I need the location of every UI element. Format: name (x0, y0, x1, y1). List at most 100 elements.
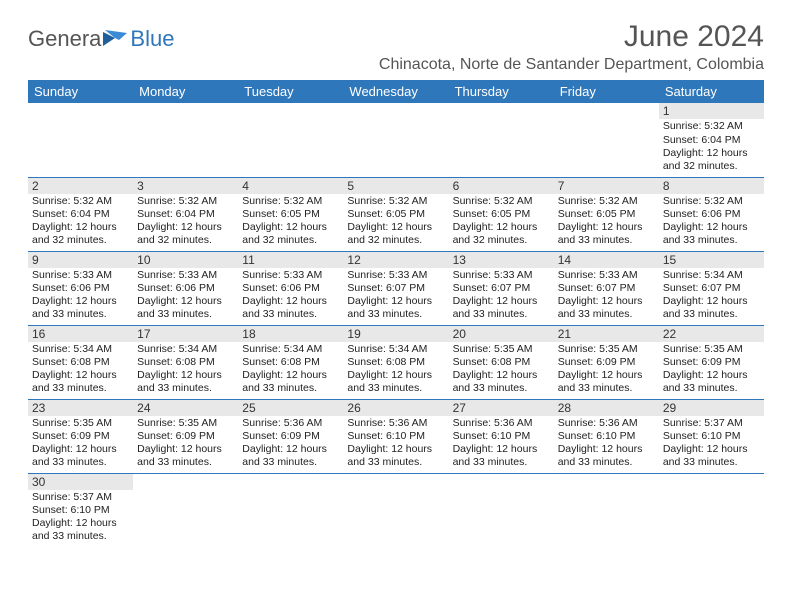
sunrise-line: Sunrise: 5:33 AM (347, 269, 444, 282)
calendar-day-cell: 18Sunrise: 5:34 AMSunset: 6:08 PMDayligh… (238, 325, 343, 399)
calendar-week-row: 23Sunrise: 5:35 AMSunset: 6:09 PMDayligh… (28, 399, 764, 473)
calendar-day-cell: 13Sunrise: 5:33 AMSunset: 6:07 PMDayligh… (449, 251, 554, 325)
calendar-day-cell: 1Sunrise: 5:32 AMSunset: 6:04 PMDaylight… (659, 103, 764, 177)
sunrise-line: Sunrise: 5:35 AM (32, 417, 129, 430)
day-details: Sunrise: 5:35 AMSunset: 6:09 PMDaylight:… (659, 342, 764, 398)
column-header: Saturday (659, 80, 764, 103)
day-number: 24 (133, 400, 238, 416)
day-details: Sunrise: 5:33 AMSunset: 6:06 PMDaylight:… (133, 268, 238, 324)
day-details: Sunrise: 5:33 AMSunset: 6:07 PMDaylight:… (449, 268, 554, 324)
daylight-line: Daylight: 12 hours and 32 minutes. (347, 221, 444, 247)
sunset-line: Sunset: 6:07 PM (453, 282, 550, 295)
sunset-line: Sunset: 6:07 PM (347, 282, 444, 295)
sunrise-line: Sunrise: 5:32 AM (32, 195, 129, 208)
calendar-day-cell: 26Sunrise: 5:36 AMSunset: 6:10 PMDayligh… (343, 399, 448, 473)
calendar-day-cell: 8Sunrise: 5:32 AMSunset: 6:06 PMDaylight… (659, 177, 764, 251)
daylight-line: Daylight: 12 hours and 33 minutes. (663, 295, 760, 321)
sunrise-line: Sunrise: 5:35 AM (558, 343, 655, 356)
sunset-line: Sunset: 6:07 PM (663, 282, 760, 295)
daylight-line: Daylight: 12 hours and 33 minutes. (137, 369, 234, 395)
sunrise-line: Sunrise: 5:32 AM (137, 195, 234, 208)
day-details: Sunrise: 5:32 AMSunset: 6:05 PMDaylight:… (238, 194, 343, 250)
sunset-line: Sunset: 6:10 PM (453, 430, 550, 443)
calendar-day-cell: 30Sunrise: 5:37 AMSunset: 6:10 PMDayligh… (28, 473, 133, 547)
day-number: 26 (343, 400, 448, 416)
day-details: Sunrise: 5:36 AMSunset: 6:10 PMDaylight:… (554, 416, 659, 472)
column-header: Tuesday (238, 80, 343, 103)
daylight-line: Daylight: 12 hours and 33 minutes. (453, 295, 550, 321)
day-details: Sunrise: 5:36 AMSunset: 6:10 PMDaylight:… (449, 416, 554, 472)
calendar-body: 1Sunrise: 5:32 AMSunset: 6:04 PMDaylight… (28, 103, 764, 547)
title-block: June 2024 (624, 20, 764, 54)
day-details: Sunrise: 5:36 AMSunset: 6:09 PMDaylight:… (238, 416, 343, 472)
column-header: Thursday (449, 80, 554, 103)
sunset-line: Sunset: 6:08 PM (453, 356, 550, 369)
sunrise-line: Sunrise: 5:33 AM (453, 269, 550, 282)
sunset-line: Sunset: 6:10 PM (347, 430, 444, 443)
day-number: 3 (133, 178, 238, 194)
sunset-line: Sunset: 6:08 PM (32, 356, 129, 369)
sunset-line: Sunset: 6:09 PM (137, 430, 234, 443)
sunrise-line: Sunrise: 5:36 AM (558, 417, 655, 430)
sunset-line: Sunset: 6:10 PM (32, 504, 129, 517)
day-number: 23 (28, 400, 133, 416)
sunset-line: Sunset: 6:09 PM (663, 356, 760, 369)
day-details: Sunrise: 5:37 AMSunset: 6:10 PMDaylight:… (28, 490, 133, 546)
daylight-line: Daylight: 12 hours and 32 minutes. (32, 221, 129, 247)
calendar-empty-cell (554, 473, 659, 547)
sunrise-line: Sunrise: 5:33 AM (558, 269, 655, 282)
sunset-line: Sunset: 6:09 PM (242, 430, 339, 443)
day-number: 4 (238, 178, 343, 194)
sunset-line: Sunset: 6:06 PM (137, 282, 234, 295)
sunset-line: Sunset: 6:10 PM (558, 430, 655, 443)
sunset-line: Sunset: 6:10 PM (663, 430, 760, 443)
calendar-day-cell: 28Sunrise: 5:36 AMSunset: 6:10 PMDayligh… (554, 399, 659, 473)
day-number: 9 (28, 252, 133, 268)
day-number: 16 (28, 326, 133, 342)
calendar-empty-cell (238, 473, 343, 547)
sunset-line: Sunset: 6:06 PM (32, 282, 129, 295)
sunset-line: Sunset: 6:05 PM (558, 208, 655, 221)
day-number: 22 (659, 326, 764, 342)
day-number: 27 (449, 400, 554, 416)
day-details: Sunrise: 5:34 AMSunset: 6:08 PMDaylight:… (28, 342, 133, 398)
sunrise-line: Sunrise: 5:36 AM (242, 417, 339, 430)
calendar-day-cell: 3Sunrise: 5:32 AMSunset: 6:04 PMDaylight… (133, 177, 238, 251)
day-details: Sunrise: 5:32 AMSunset: 6:05 PMDaylight:… (449, 194, 554, 250)
day-number: 2 (28, 178, 133, 194)
sunrise-line: Sunrise: 5:32 AM (663, 195, 760, 208)
calendar-day-cell: 5Sunrise: 5:32 AMSunset: 6:05 PMDaylight… (343, 177, 448, 251)
day-number: 10 (133, 252, 238, 268)
sunset-line: Sunset: 6:06 PM (663, 208, 760, 221)
calendar-day-cell: 4Sunrise: 5:32 AMSunset: 6:05 PMDaylight… (238, 177, 343, 251)
daylight-line: Daylight: 12 hours and 33 minutes. (242, 295, 339, 321)
sunset-line: Sunset: 6:04 PM (663, 134, 760, 147)
sunrise-line: Sunrise: 5:32 AM (663, 120, 760, 133)
sunrise-line: Sunrise: 5:33 AM (242, 269, 339, 282)
day-number: 6 (449, 178, 554, 194)
day-details: Sunrise: 5:33 AMSunset: 6:06 PMDaylight:… (238, 268, 343, 324)
sunrise-line: Sunrise: 5:37 AM (32, 491, 129, 504)
day-details: Sunrise: 5:34 AMSunset: 6:08 PMDaylight:… (238, 342, 343, 398)
calendar-day-cell: 16Sunrise: 5:34 AMSunset: 6:08 PMDayligh… (28, 325, 133, 399)
day-number: 11 (238, 252, 343, 268)
calendar-day-cell: 24Sunrise: 5:35 AMSunset: 6:09 PMDayligh… (133, 399, 238, 473)
day-details: Sunrise: 5:35 AMSunset: 6:09 PMDaylight:… (28, 416, 133, 472)
daylight-line: Daylight: 12 hours and 33 minutes. (663, 221, 760, 247)
daylight-line: Daylight: 12 hours and 33 minutes. (558, 221, 655, 247)
calendar-day-cell: 14Sunrise: 5:33 AMSunset: 6:07 PMDayligh… (554, 251, 659, 325)
day-number: 30 (28, 474, 133, 490)
calendar-day-cell: 12Sunrise: 5:33 AMSunset: 6:07 PMDayligh… (343, 251, 448, 325)
day-details: Sunrise: 5:32 AMSunset: 6:06 PMDaylight:… (659, 194, 764, 250)
sunrise-line: Sunrise: 5:34 AM (347, 343, 444, 356)
calendar-week-row: 2Sunrise: 5:32 AMSunset: 6:04 PMDaylight… (28, 177, 764, 251)
logo-text-1: Genera (28, 26, 101, 52)
day-details: Sunrise: 5:32 AMSunset: 6:04 PMDaylight:… (28, 194, 133, 250)
daylight-line: Daylight: 12 hours and 33 minutes. (558, 369, 655, 395)
day-details: Sunrise: 5:36 AMSunset: 6:10 PMDaylight:… (343, 416, 448, 472)
logo: Genera Blue (28, 20, 174, 52)
daylight-line: Daylight: 12 hours and 33 minutes. (663, 369, 760, 395)
sunrise-line: Sunrise: 5:35 AM (137, 417, 234, 430)
calendar-day-cell: 11Sunrise: 5:33 AMSunset: 6:06 PMDayligh… (238, 251, 343, 325)
calendar-day-cell: 6Sunrise: 5:32 AMSunset: 6:05 PMDaylight… (449, 177, 554, 251)
